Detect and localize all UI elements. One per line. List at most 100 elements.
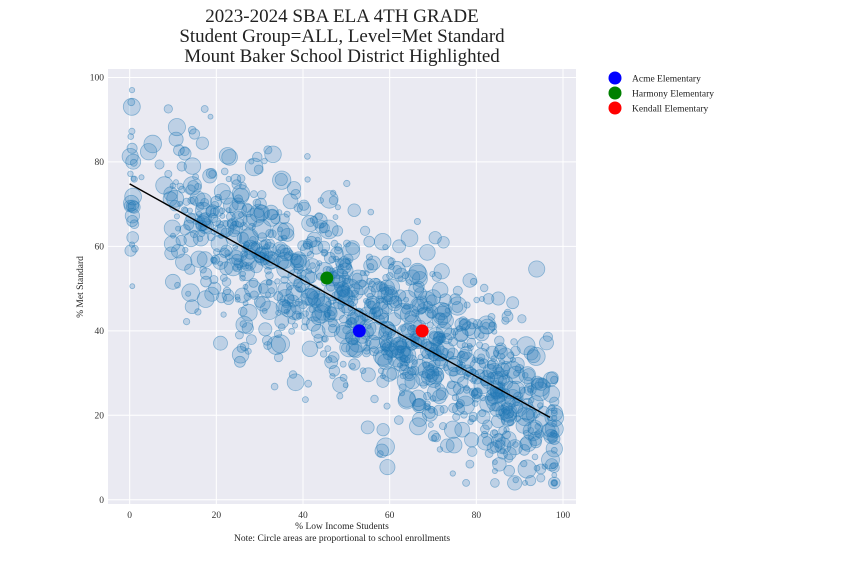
data-point (503, 464, 516, 477)
data-point (257, 190, 267, 200)
data-point (447, 296, 468, 316)
data-point (512, 441, 519, 448)
data-point (340, 343, 351, 353)
data-point (363, 344, 371, 352)
legend-label: Kendall Elementary (632, 105, 708, 115)
data-point (476, 432, 495, 451)
data-point (323, 306, 338, 320)
data-point (501, 414, 514, 428)
data-point (212, 253, 229, 270)
data-point (239, 182, 247, 190)
data-point (308, 240, 324, 255)
data-point (310, 309, 327, 326)
data-point (243, 241, 250, 248)
data-point (527, 387, 534, 394)
data-point (232, 244, 239, 251)
data-point (345, 240, 361, 255)
data-point (523, 377, 534, 388)
data-point (249, 203, 269, 223)
data-point (287, 250, 294, 257)
data-point (422, 300, 433, 311)
data-point (529, 436, 542, 449)
data-point (471, 356, 479, 364)
title-line-1: 2023-2024 SBA ELA 4TH GRADE (205, 6, 478, 27)
data-point (371, 301, 390, 320)
data-point (508, 397, 528, 418)
data-point (513, 370, 520, 377)
data-point (412, 280, 425, 293)
data-point (342, 278, 354, 290)
data-point (186, 207, 193, 214)
data-point (548, 432, 561, 445)
data-point (502, 407, 515, 419)
data-point (498, 392, 505, 399)
data-point (154, 159, 165, 170)
data-point (517, 459, 537, 479)
data-point (437, 335, 446, 344)
data-point (163, 235, 181, 253)
data-point (533, 430, 541, 438)
data-point (365, 334, 381, 350)
data-point (194, 182, 202, 190)
data-point (478, 332, 485, 339)
data-point (542, 423, 556, 437)
data-point (365, 253, 373, 261)
data-point (368, 336, 386, 354)
data-point (218, 207, 226, 214)
data-point (300, 242, 314, 257)
data-point (398, 390, 405, 397)
data-point (467, 344, 474, 351)
data-point (459, 318, 472, 330)
data-point (218, 147, 237, 165)
data-point (316, 296, 332, 313)
data-point (214, 193, 222, 202)
data-point (426, 327, 445, 345)
data-point (470, 388, 482, 399)
x-tick-label: 40 (298, 511, 308, 521)
data-point (239, 275, 246, 282)
data-point (267, 254, 276, 263)
data-point (252, 151, 263, 163)
data-point (491, 291, 506, 306)
data-point (480, 430, 489, 439)
data-point (491, 467, 498, 474)
data-point (213, 183, 231, 201)
data-point (431, 368, 440, 377)
data-point (494, 370, 510, 387)
data-point (412, 397, 426, 411)
data-point (511, 401, 524, 414)
data-point (231, 197, 245, 211)
data-point (520, 460, 528, 468)
data-point (372, 306, 384, 318)
data-point (412, 411, 428, 427)
data-point (200, 275, 212, 288)
data-point (274, 278, 281, 285)
data-point (331, 266, 344, 280)
data-point (426, 373, 433, 380)
data-point (316, 260, 323, 267)
data-point (379, 338, 392, 351)
data-point (236, 231, 249, 244)
data-point (500, 401, 513, 415)
data-point (184, 299, 200, 315)
data-point (364, 339, 372, 347)
data-point (428, 331, 444, 347)
data-point (551, 414, 558, 421)
data-point (517, 314, 527, 324)
data-point (127, 98, 136, 107)
legend-label: Harmony Elementary (632, 90, 714, 100)
data-point (485, 345, 500, 360)
data-point (237, 306, 248, 317)
data-point (217, 260, 224, 267)
data-point (475, 409, 491, 425)
data-point (494, 335, 505, 347)
data-point (382, 349, 394, 361)
data-point (442, 364, 450, 372)
data-point (290, 252, 299, 261)
data-point (325, 300, 332, 307)
data-point (176, 161, 187, 172)
data-point (359, 269, 367, 277)
y-tick-label: 20 (95, 411, 105, 421)
data-point (482, 363, 497, 378)
data-point (425, 371, 443, 388)
